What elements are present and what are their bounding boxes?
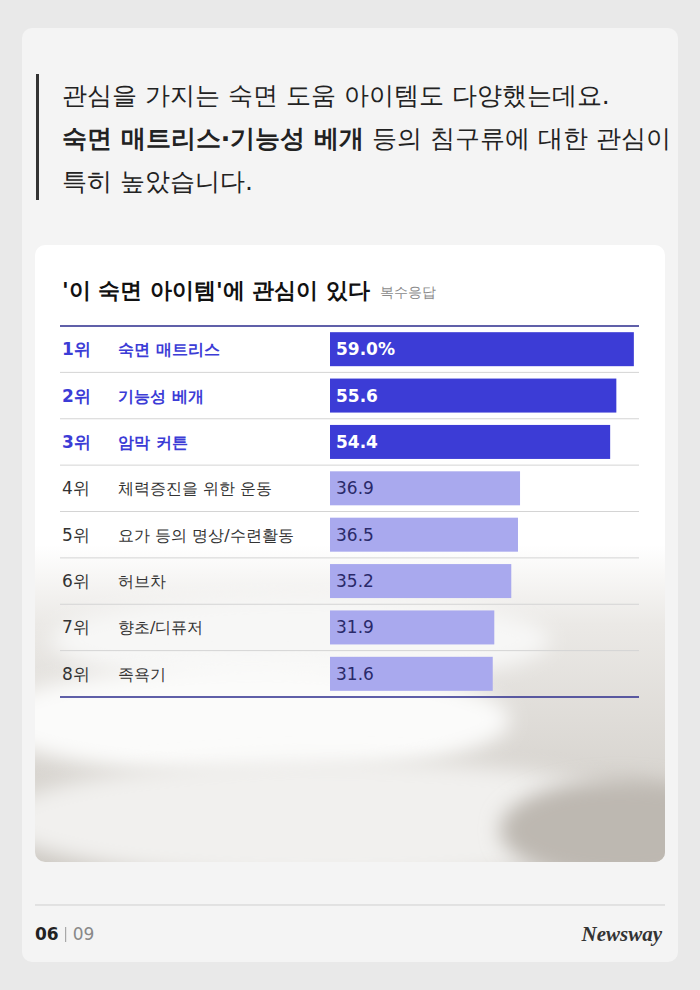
header-line: 숙면 매트리스·기능성 베개 등의 침구류에 대한 관심이 xyxy=(62,124,671,153)
category-label: 요가 등의 명상/수련활동 xyxy=(118,526,294,545)
table-top-line xyxy=(60,325,639,327)
rank: 7위 xyxy=(62,617,90,637)
page-divider xyxy=(65,927,66,942)
header-text: 특히 높았습니다. xyxy=(62,167,253,196)
header-bar xyxy=(36,74,39,200)
bar xyxy=(330,471,520,505)
bed-shadow xyxy=(500,780,665,862)
bar xyxy=(330,332,634,366)
row-separator xyxy=(60,465,639,466)
header-line: 관심을 가지는 숙면 도움 아이템도 다양했는데요. xyxy=(62,81,610,110)
data-label: 59.0% xyxy=(336,339,395,359)
category-label: 허브차 xyxy=(118,572,166,591)
data-label: 36.5 xyxy=(336,525,374,545)
header-text: 관심을 가지는 숙면 도움 아이템도 다양했는데요. xyxy=(62,81,610,110)
bar xyxy=(330,564,511,598)
bar xyxy=(330,379,616,413)
row-separator xyxy=(60,418,639,419)
bar xyxy=(330,425,610,459)
category-label: 암막 커튼 xyxy=(118,433,188,452)
category-label: 족욕기 xyxy=(118,665,166,684)
rank: 3위 xyxy=(62,432,91,452)
category-label: 숙면 매트리스 xyxy=(118,340,220,359)
row-separator xyxy=(60,511,639,512)
table-bottom-line xyxy=(60,696,639,698)
data-label: 35.2 xyxy=(336,571,374,591)
footer-line xyxy=(35,905,665,906)
bar xyxy=(330,518,518,552)
header-line: 특히 높았습니다. xyxy=(62,167,253,196)
bar xyxy=(330,657,493,691)
brand: Newsway xyxy=(581,922,663,946)
bar xyxy=(330,610,494,644)
row-separator xyxy=(60,557,639,558)
labels: 1위 숙면 매트리스 59.0% 2위 기능성 베개 55.6 3위 암막 커튼 54.4 4위 체… xyxy=(62,339,395,684)
rank: 6위 xyxy=(62,571,90,591)
data-label: 31.6 xyxy=(336,664,374,684)
data-label: 54.4 xyxy=(336,432,378,452)
rank: 1위 xyxy=(62,339,91,359)
page-total: 09 xyxy=(73,924,95,944)
rank: 8위 xyxy=(62,664,90,684)
data-label: 55.6 xyxy=(336,386,378,406)
bars xyxy=(330,332,634,691)
data-label: 31.9 xyxy=(336,617,374,637)
header-text: 숙면 매트리스·기능성 베개 xyxy=(62,124,364,153)
title: '이 숙면 아이템'에 관심이 있다 xyxy=(62,278,370,303)
category-label: 기능성 베개 xyxy=(118,387,204,406)
subtitle: 복수응답 xyxy=(380,284,436,300)
rank: 2위 xyxy=(62,386,91,406)
row-separator xyxy=(60,372,639,373)
rank: 4위 xyxy=(62,478,90,498)
page-number: 06 xyxy=(35,924,59,944)
row-separator xyxy=(60,650,639,651)
category-label: 체력증진을 위한 운동 xyxy=(118,479,272,498)
data-label: 36.9 xyxy=(336,478,374,498)
header-text: 등의 침구류에 대한 관심이 xyxy=(364,124,671,153)
photo xyxy=(35,545,665,862)
category-label: 향초/디퓨저 xyxy=(118,618,203,637)
rank: 5위 xyxy=(62,525,90,545)
page: 관심을 가지는 숙면 도움 아이템도 다양했는데요. 숙면 매트리스·기능성 베개… xyxy=(0,0,700,990)
row-separator xyxy=(60,604,639,605)
